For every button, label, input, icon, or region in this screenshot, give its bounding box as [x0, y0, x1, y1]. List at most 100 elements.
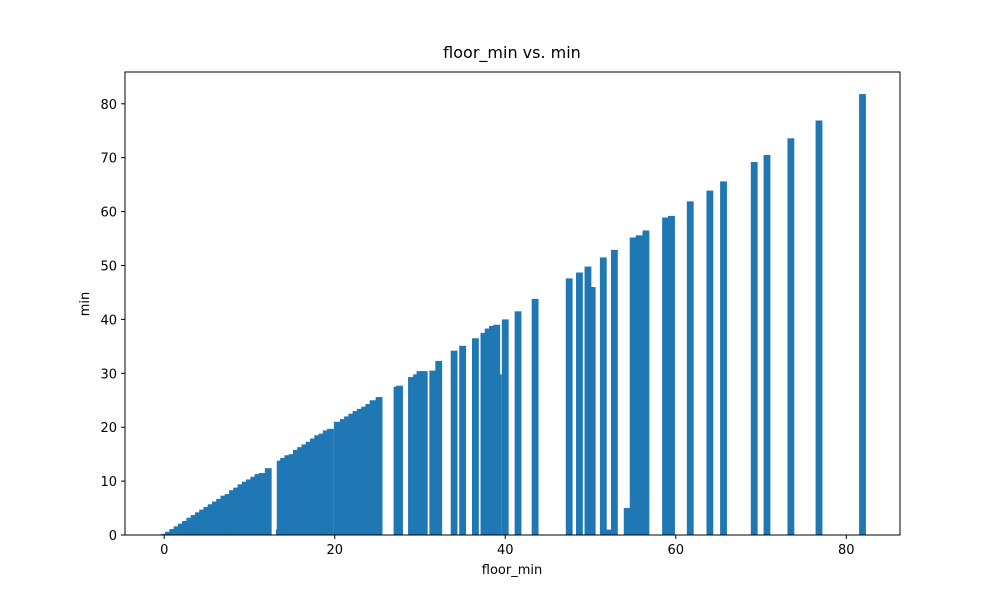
bar [173, 526, 181, 535]
bar [635, 235, 643, 535]
bar [435, 360, 443, 535]
y-tick-label: 0 [109, 529, 117, 544]
bar [565, 278, 573, 535]
y-tick-label: 50 [100, 260, 117, 275]
bar [333, 421, 341, 535]
bar [246, 479, 253, 535]
bar [264, 468, 272, 535]
bar [237, 484, 245, 535]
bar [292, 449, 300, 535]
bar [322, 430, 330, 535]
plot-area [160, 94, 866, 536]
bar [361, 406, 368, 535]
y-tick-label: 60 [100, 206, 117, 221]
bar [763, 155, 771, 536]
bar [199, 509, 206, 535]
bar [241, 481, 249, 535]
bar [750, 162, 758, 535]
bar [642, 230, 650, 536]
bar [531, 298, 539, 535]
bar [284, 455, 292, 535]
bar [160, 533, 168, 535]
bar [356, 408, 364, 535]
bar [599, 257, 607, 535]
bar [408, 377, 415, 535]
y-axis-label: min [78, 292, 93, 317]
bar [459, 345, 467, 535]
bar [186, 517, 194, 535]
bar [177, 523, 185, 535]
bar [576, 272, 583, 535]
bar [194, 512, 202, 535]
bar [662, 217, 669, 536]
bar [484, 328, 492, 535]
bar [859, 94, 866, 536]
bar [250, 476, 258, 535]
bar [220, 495, 228, 535]
bar [254, 474, 262, 535]
bar [610, 249, 618, 535]
y-tick-label: 70 [100, 152, 117, 167]
bar [623, 508, 631, 535]
bar [169, 529, 177, 535]
bar [514, 311, 522, 535]
bar [310, 438, 317, 535]
y-tick-label: 20 [100, 421, 117, 436]
bar [233, 487, 241, 535]
bar [420, 371, 428, 535]
bar [629, 237, 637, 535]
bar [720, 181, 727, 536]
bar [280, 457, 287, 535]
bar [489, 325, 496, 535]
bar [305, 441, 313, 535]
bar [339, 419, 347, 535]
bar [375, 397, 383, 535]
bar [229, 490, 236, 535]
x-tick-label: 60 [667, 543, 684, 558]
y-tick-label: 30 [100, 367, 117, 382]
bar [327, 428, 334, 535]
bar [604, 529, 611, 535]
bar [318, 433, 326, 535]
bar [344, 416, 351, 535]
bar [258, 473, 266, 535]
bar [584, 266, 592, 535]
bar [301, 444, 309, 535]
x-tick-label: 0 [160, 543, 168, 558]
bar [472, 338, 479, 535]
x-axis-label: floor_min [482, 563, 542, 578]
bar [348, 413, 356, 535]
bar [429, 370, 437, 535]
bar [686, 201, 694, 535]
bar [787, 138, 795, 535]
bar [182, 520, 189, 535]
x-tick-label: 40 [497, 543, 514, 558]
bar [203, 506, 211, 535]
x-tick-label: 80 [838, 543, 855, 558]
x-tick-label: 20 [326, 543, 343, 558]
bar [165, 531, 172, 535]
y-tick-label: 40 [100, 313, 117, 328]
bar [668, 215, 675, 535]
bar [211, 501, 219, 535]
chart-title: floor_min vs. min [443, 43, 581, 63]
y-tick-label: 10 [100, 475, 117, 490]
bar [276, 460, 284, 535]
bar [450, 350, 458, 535]
bar [480, 332, 488, 535]
bar [588, 287, 596, 535]
bar [224, 494, 232, 535]
bar [365, 404, 373, 535]
bar [396, 385, 403, 535]
bar [216, 498, 224, 535]
bar [706, 190, 714, 535]
bar [352, 411, 360, 535]
bar [288, 454, 296, 535]
bar [207, 504, 215, 535]
bar [501, 319, 509, 535]
bar [416, 371, 424, 535]
bar [815, 120, 823, 536]
axes-frame [124, 71, 901, 536]
